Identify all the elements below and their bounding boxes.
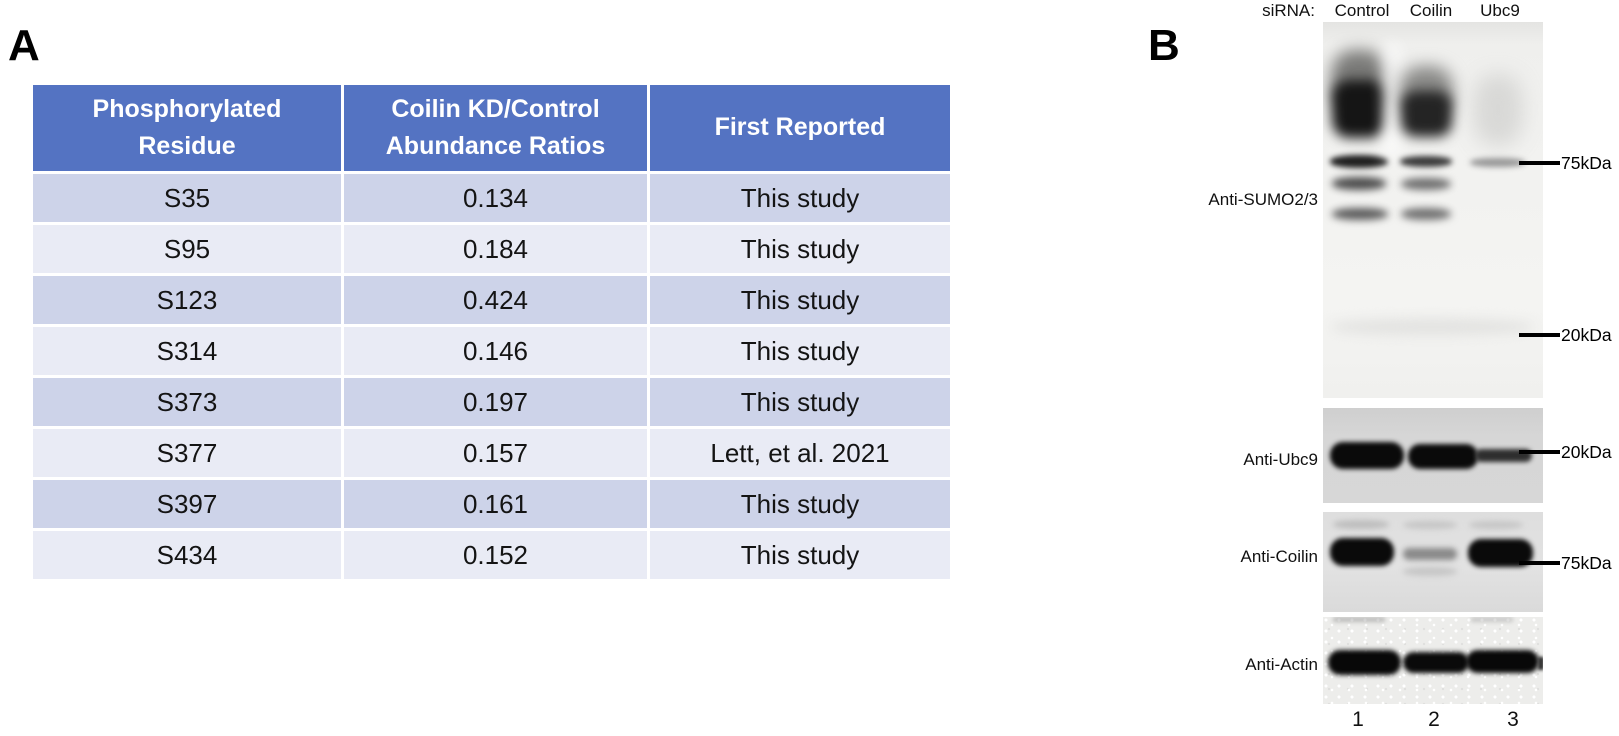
table-header-residue: Phosphorylated Residue — [33, 85, 341, 171]
table-cell: 0.161 — [344, 480, 647, 528]
coilin-upper-band-lane3 — [1469, 521, 1523, 529]
sumo-lane2-band-mid — [1401, 178, 1451, 190]
sumo23-blot-image — [1323, 22, 1543, 398]
actin-band-lane1 — [1328, 650, 1401, 675]
actin-top-smudge-2 — [1471, 617, 1513, 622]
ubc9-blot-image — [1323, 408, 1543, 503]
phospho-table: Phosphorylated Residue Coilin KD/Control… — [33, 85, 953, 579]
table-cell: 0.134 — [344, 174, 647, 222]
table-cell: 0.157 — [344, 429, 647, 477]
table-cell: 0.152 — [344, 531, 647, 579]
sumo-lane2-smear-core — [1401, 91, 1452, 137]
antibody-label-sumo23: Anti-SUMO2/3 — [1208, 190, 1318, 209]
sumo-lane3-band-75k — [1470, 158, 1525, 167]
marker-dash — [1519, 450, 1560, 454]
sumo-lane2-band-low — [1401, 208, 1451, 220]
ubc9-band-lane3 — [1475, 449, 1532, 462]
actin-band-edge-sliver — [1538, 657, 1543, 670]
table-cell: S314 — [33, 327, 341, 375]
coilin-band-lane2 — [1403, 548, 1457, 560]
marker-dash — [1519, 333, 1560, 337]
lane-number-1: 1 — [1352, 708, 1364, 731]
sirna-label: siRNA: — [1262, 1, 1315, 20]
table-cell: S377 — [33, 429, 341, 477]
table-cell: This study — [650, 480, 950, 528]
sumo-lane1-band-low — [1332, 208, 1388, 220]
lane-number-2: 2 — [1428, 708, 1440, 731]
actin-blot-image — [1323, 617, 1543, 704]
lane-header-coilin: Coilin — [1409, 1, 1453, 20]
coilin-upper-band-lane1 — [1333, 520, 1389, 529]
table-cell: Lett, et al. 2021 — [650, 429, 950, 477]
table-cell: S434 — [33, 531, 341, 579]
coilin-band-lane1 — [1330, 538, 1394, 566]
marker-dash — [1519, 161, 1560, 165]
panel-a-label: A — [8, 21, 40, 70]
sumo-lane1-smear-core — [1332, 80, 1386, 138]
lane-header-ubc9: Ubc9 — [1480, 1, 1520, 20]
table-cell: S123 — [33, 276, 341, 324]
table-header-reported: First Reported — [650, 85, 950, 171]
sumo-interlane-streak — [1383, 44, 1400, 159]
coilin-blot-image — [1323, 512, 1543, 612]
table-header-ratio: Coilin KD/Control Abundance Ratios — [344, 85, 647, 171]
lane-header-control: Control — [1334, 1, 1390, 20]
table-cell: This study — [650, 327, 950, 375]
sumo-lane3-smear — [1473, 74, 1523, 146]
marker-75kda-coilin: 75kDa — [1519, 551, 1612, 575]
lane-number-3: 3 — [1507, 708, 1519, 731]
ubc9-band-lane1 — [1330, 442, 1404, 469]
marker-dash — [1519, 561, 1560, 565]
marker-20kda-sumo: 20kDa — [1519, 323, 1612, 347]
actin-band-lane3 — [1466, 650, 1539, 673]
table-cell: S95 — [33, 225, 341, 273]
actin-top-smudge-1 — [1333, 617, 1385, 622]
table-cell: 0.146 — [344, 327, 647, 375]
table-cell: 0.424 — [344, 276, 647, 324]
coilin-upper-band-lane2 — [1403, 521, 1457, 529]
antibody-label-coilin: Anti-Coilin — [1240, 547, 1318, 566]
antibody-label-actin: Anti-Actin — [1245, 655, 1318, 674]
table-cell: This study — [650, 174, 950, 222]
table-cell: S373 — [33, 378, 341, 426]
actin-band-lane2 — [1403, 652, 1469, 673]
sumo-lane1-band-mid — [1332, 177, 1386, 190]
panel-b-label: B — [1148, 21, 1180, 70]
table-cell: S397 — [33, 480, 341, 528]
table-cell: S35 — [33, 174, 341, 222]
table-cell: This study — [650, 378, 950, 426]
marker-75kda-sumo: 75kDa — [1519, 151, 1612, 175]
sumo-20k-fog — [1331, 319, 1533, 335]
table-cell: This study — [650, 276, 950, 324]
ubc9-band-lane2 — [1408, 444, 1478, 469]
antibody-label-ubc9: Anti-Ubc9 — [1243, 450, 1318, 469]
table-cell: 0.184 — [344, 225, 647, 273]
sumo-lane2-band-75k — [1400, 156, 1452, 167]
table-cell: This study — [650, 531, 950, 579]
sumo-lane1-band-75k — [1330, 155, 1388, 168]
marker-20kda-ubc9: 20kDa — [1519, 440, 1612, 464]
coilin-lane2-shadow — [1403, 567, 1457, 576]
table-cell: This study — [650, 225, 950, 273]
table-cell: 0.197 — [344, 378, 647, 426]
